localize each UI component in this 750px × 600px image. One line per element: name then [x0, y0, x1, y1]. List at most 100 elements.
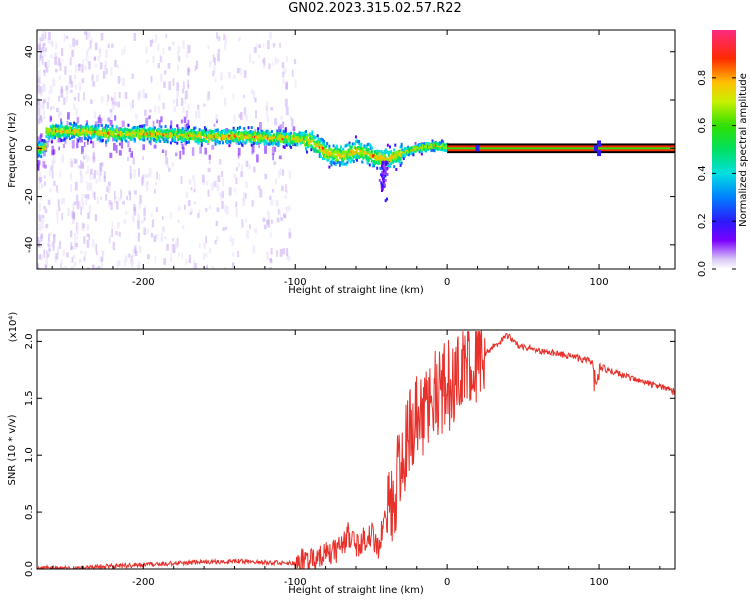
heatmap-cell — [251, 132, 254, 136]
heatmap-cell — [375, 161, 378, 165]
heatmap-cell — [141, 128, 144, 132]
heatmap-cell — [434, 141, 437, 145]
heatmap-cell — [180, 133, 183, 137]
heatmap-cell — [323, 157, 326, 161]
heatmap-cell — [181, 137, 184, 141]
heatmap-cell — [171, 162, 175, 167]
heatmap-cell — [37, 43, 39, 48]
heatmap-cell — [184, 127, 187, 131]
heatmap-cell — [395, 157, 398, 161]
heatmap-cell — [203, 103, 206, 107]
heatmap-cell — [228, 134, 231, 138]
heatmap-cell — [366, 143, 369, 147]
heatmap-cell — [47, 132, 50, 136]
heatmap-cell — [295, 133, 298, 137]
heatmap-cell — [99, 171, 102, 176]
heatmap-cell — [142, 156, 144, 161]
heatmap-cell — [374, 156, 377, 160]
heatmap-cell — [39, 145, 42, 149]
heatmap-cell — [437, 145, 440, 149]
heatmap-cell — [222, 178, 224, 187]
heatmap-cell — [51, 145, 54, 155]
heatmap-cell — [107, 186, 111, 194]
heatmap-cell — [363, 153, 366, 157]
colorbar-tick-label: 0.8 — [697, 70, 708, 86]
heatmap-cell — [187, 103, 190, 110]
heatmap-cell — [244, 131, 247, 135]
heatmap-cell — [136, 213, 140, 221]
heatmap-cell — [213, 57, 216, 66]
heatmap-cell — [161, 149, 165, 154]
heatmap-cell — [38, 59, 41, 68]
heatmap-cell — [81, 131, 84, 135]
heatmap-cell — [73, 74, 77, 80]
heatmap-cell — [224, 131, 227, 135]
heatmap-cell — [384, 165, 387, 169]
heatmap-cell — [237, 147, 241, 156]
heatmap-cell — [69, 158, 73, 167]
heatmap-cell — [266, 136, 269, 140]
heatmap-cell — [95, 178, 98, 184]
heatmap-cell — [354, 146, 357, 150]
heatmap-cell — [133, 125, 136, 129]
heatmap-cell — [251, 135, 254, 139]
heatmap-cell — [345, 144, 348, 148]
heatmap-cell — [54, 127, 57, 131]
heatmap-cell — [111, 221, 114, 230]
heatmap-cell — [128, 135, 131, 139]
spectrogram-x-label: Height of straight line (km) — [288, 285, 424, 296]
heatmap-cell — [96, 251, 98, 256]
heatmap-cell — [224, 35, 227, 45]
heatmap-cell — [227, 129, 230, 133]
heatmap-cell — [360, 146, 363, 150]
heatmap-cell — [405, 147, 408, 151]
heatmap-cell — [90, 37, 93, 43]
heatmap-cell — [267, 210, 269, 215]
heatmap-cell — [254, 135, 257, 139]
heatmap-cell — [341, 162, 344, 166]
heatmap-cell — [129, 192, 132, 201]
heatmap-cell — [56, 107, 59, 112]
heatmap-cell — [422, 147, 425, 151]
heatmap-cell — [217, 131, 220, 135]
heatmap-cell — [176, 124, 179, 128]
heatmap-cell — [132, 126, 135, 130]
heatmap-cell — [218, 132, 221, 136]
heatmap-cell — [94, 124, 97, 128]
heatmap-cell — [100, 32, 104, 41]
heatmap-cell — [395, 159, 398, 163]
heatmap-cell — [187, 134, 190, 138]
heatmap-cell — [158, 94, 161, 101]
heatmap-cell — [100, 132, 103, 136]
heatmap-cell — [92, 156, 96, 163]
heatmap-cell — [309, 136, 312, 140]
heatmap-cell — [77, 63, 81, 67]
heatmap-cell — [303, 134, 306, 138]
heatmap-cell — [107, 181, 111, 187]
heatmap-cell — [58, 111, 62, 116]
heatmap-cell — [82, 152, 84, 158]
heatmap-cell — [402, 155, 405, 159]
heatmap-cell — [157, 43, 160, 51]
heatmap-cell — [224, 135, 227, 139]
heatmap-cell — [49, 125, 52, 129]
heatmap-cell — [310, 138, 313, 142]
heatmap-cell — [306, 138, 309, 142]
heatmap-cell — [384, 160, 387, 164]
heatmap-cell — [47, 128, 50, 132]
heatmap-cell — [330, 163, 333, 167]
heatmap-cell — [43, 145, 46, 149]
heatmap-cell — [442, 140, 445, 144]
heatmap-cell — [247, 126, 250, 130]
heatmap-cell — [118, 197, 122, 201]
heatmap-cell — [290, 141, 293, 145]
heatmap-cell — [105, 268, 108, 269]
heatmap-cell — [256, 135, 259, 139]
heatmap-cell — [153, 189, 156, 194]
heatmap-cell — [86, 141, 89, 145]
heatmap-cell — [312, 135, 315, 139]
heatmap-cell — [273, 133, 276, 137]
heatmap-cell — [215, 129, 218, 133]
heatmap-cell — [55, 52, 58, 59]
